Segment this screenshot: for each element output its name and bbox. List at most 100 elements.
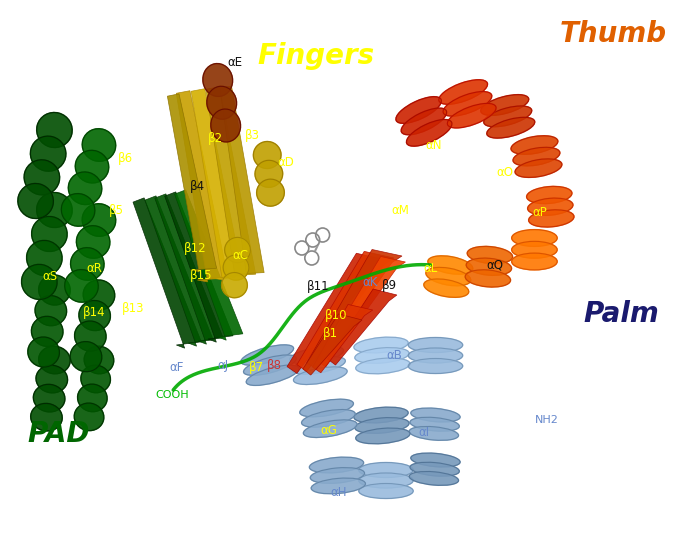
Polygon shape <box>303 314 362 375</box>
Text: β3: β3 <box>245 129 260 142</box>
Ellipse shape <box>311 478 366 494</box>
Text: NH2: NH2 <box>534 415 558 425</box>
Ellipse shape <box>36 365 67 393</box>
Ellipse shape <box>255 160 282 187</box>
Ellipse shape <box>356 428 410 444</box>
Ellipse shape <box>37 192 72 227</box>
Ellipse shape <box>39 275 70 305</box>
Ellipse shape <box>79 300 110 331</box>
Text: αS: αS <box>42 269 57 282</box>
Ellipse shape <box>246 365 299 385</box>
Polygon shape <box>307 250 402 370</box>
Polygon shape <box>220 86 264 275</box>
Ellipse shape <box>408 348 463 363</box>
Ellipse shape <box>74 321 106 351</box>
Ellipse shape <box>225 238 251 263</box>
Text: αP: αP <box>532 205 547 219</box>
Ellipse shape <box>31 136 66 171</box>
Ellipse shape <box>75 150 109 183</box>
Text: β5: β5 <box>109 203 124 216</box>
Ellipse shape <box>354 337 408 353</box>
Ellipse shape <box>37 112 72 148</box>
Ellipse shape <box>221 272 247 298</box>
Polygon shape <box>176 90 228 282</box>
Ellipse shape <box>71 247 104 280</box>
Text: αD: αD <box>278 155 294 168</box>
Polygon shape <box>318 257 405 367</box>
Text: β12: β12 <box>184 241 206 255</box>
Polygon shape <box>164 192 233 342</box>
Ellipse shape <box>396 96 441 123</box>
Text: αN: αN <box>425 138 442 152</box>
Text: αQ: αQ <box>486 258 503 271</box>
Ellipse shape <box>443 92 492 116</box>
Circle shape <box>295 241 309 255</box>
Ellipse shape <box>253 142 281 168</box>
Text: Fingers: Fingers <box>257 42 375 70</box>
Ellipse shape <box>424 279 468 298</box>
Circle shape <box>305 251 319 265</box>
Ellipse shape <box>411 453 460 467</box>
Ellipse shape <box>300 399 353 417</box>
Text: β4: β4 <box>189 179 205 192</box>
Ellipse shape <box>74 403 104 431</box>
Ellipse shape <box>466 258 511 275</box>
Text: αR: αR <box>86 262 102 275</box>
Polygon shape <box>312 305 373 373</box>
Text: β1: β1 <box>323 326 338 340</box>
Polygon shape <box>133 198 201 348</box>
Text: αK: αK <box>362 276 378 288</box>
Ellipse shape <box>409 471 459 486</box>
Ellipse shape <box>511 136 558 154</box>
Ellipse shape <box>465 270 511 287</box>
Polygon shape <box>297 251 394 371</box>
Ellipse shape <box>33 384 65 412</box>
Ellipse shape <box>76 226 110 258</box>
Text: αE: αE <box>227 56 242 69</box>
Ellipse shape <box>355 417 409 433</box>
Ellipse shape <box>527 186 572 204</box>
Ellipse shape <box>84 346 114 374</box>
Ellipse shape <box>515 159 562 178</box>
Ellipse shape <box>61 193 95 226</box>
Text: COOH: COOH <box>155 390 189 400</box>
Ellipse shape <box>448 104 496 128</box>
Ellipse shape <box>294 367 347 384</box>
Text: αH: αH <box>330 486 347 499</box>
Ellipse shape <box>484 106 532 127</box>
Text: β13: β13 <box>122 301 145 314</box>
Ellipse shape <box>18 184 53 219</box>
Text: αL: αL <box>423 262 438 275</box>
Text: β6: β6 <box>118 152 133 165</box>
Ellipse shape <box>310 457 364 473</box>
Ellipse shape <box>511 229 557 246</box>
Ellipse shape <box>81 365 110 393</box>
Ellipse shape <box>257 179 285 206</box>
Ellipse shape <box>32 216 67 251</box>
Text: Thumb: Thumb <box>559 20 666 48</box>
Polygon shape <box>167 94 217 272</box>
Ellipse shape <box>302 409 355 427</box>
Ellipse shape <box>241 345 294 365</box>
Ellipse shape <box>355 348 409 364</box>
Ellipse shape <box>35 295 67 326</box>
Text: αF: αF <box>169 360 183 373</box>
Text: αM: αM <box>391 203 409 216</box>
Text: β8: β8 <box>266 359 282 372</box>
Ellipse shape <box>409 427 459 440</box>
Ellipse shape <box>408 359 463 373</box>
Ellipse shape <box>203 64 232 96</box>
Ellipse shape <box>223 255 249 280</box>
Ellipse shape <box>426 268 471 286</box>
Ellipse shape <box>291 356 346 374</box>
Text: β15: β15 <box>189 269 212 282</box>
Ellipse shape <box>359 463 413 477</box>
Polygon shape <box>155 194 223 344</box>
Ellipse shape <box>359 473 413 488</box>
Text: β7: β7 <box>248 360 264 373</box>
Ellipse shape <box>411 408 460 422</box>
Ellipse shape <box>68 172 102 204</box>
Ellipse shape <box>290 346 344 364</box>
Text: αJ: αJ <box>217 359 228 372</box>
Circle shape <box>306 233 320 247</box>
